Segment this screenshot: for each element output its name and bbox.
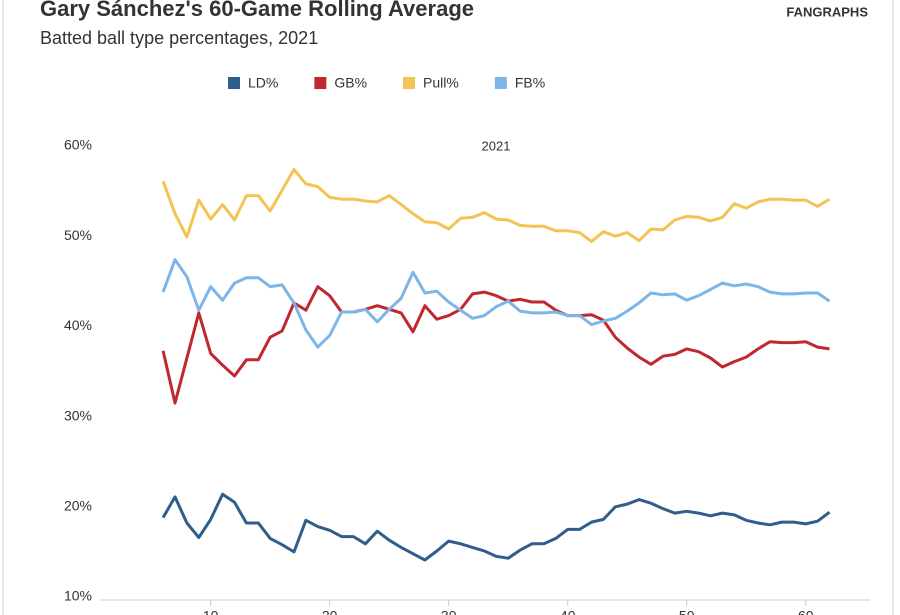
- x-tick-label: 50: [679, 608, 695, 615]
- line-series: [161, 492, 831, 562]
- line-series: [161, 285, 830, 405]
- x-tick-label: 10: [203, 608, 219, 615]
- legend-swatch: [228, 77, 240, 89]
- logo: FANGRAPHS: [786, 4, 868, 19]
- x-tick-label: 20: [322, 608, 338, 615]
- legend-swatch: [314, 77, 327, 89]
- y-tick-label: 40%: [64, 317, 92, 333]
- line-series: [161, 168, 831, 244]
- chart-title: Gary Sánchez's 60-Game Rolling Average: [40, 0, 474, 21]
- annotation: 2021: [482, 138, 511, 153]
- chart-subtitle: Batted ball type percentages, 2021: [40, 28, 318, 48]
- x-tick-label: 30: [441, 608, 457, 615]
- y-tick-label: 60%: [64, 137, 92, 153]
- legend-label: GB%: [334, 75, 367, 91]
- legend-swatch: [494, 77, 507, 89]
- line-series: [161, 258, 831, 349]
- x-tick-label: 40: [560, 608, 576, 615]
- y-tick-label: 20%: [64, 498, 92, 514]
- y-tick-label: 50%: [64, 227, 92, 243]
- legend-label: LD%: [248, 75, 278, 91]
- x-tick-label: 60: [798, 608, 814, 615]
- legend-label: FB%: [515, 75, 545, 91]
- legend-label: Pull%: [423, 75, 459, 91]
- legend-swatch: [403, 77, 416, 89]
- y-tick-label: 10%: [64, 588, 92, 604]
- y-tick-label: 30%: [64, 407, 92, 423]
